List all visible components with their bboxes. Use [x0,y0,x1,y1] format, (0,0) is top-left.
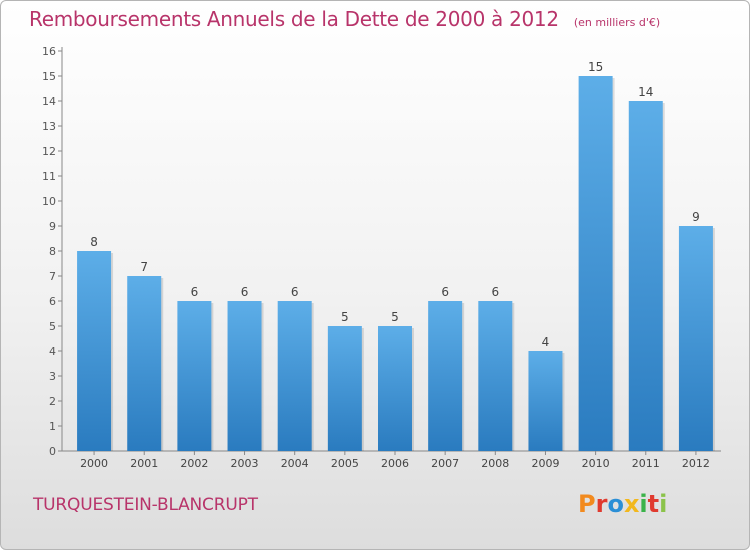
logo-letter: P [578,490,596,518]
logo-letter: o [607,490,624,518]
x-tick-label: 2006 [381,457,409,470]
y-tick-label: 8 [49,245,56,258]
y-tick-label: 1 [49,420,56,433]
x-tick-label: 2000 [80,457,108,470]
y-tick-label: 0 [49,445,56,458]
y-tick-label: 6 [49,295,56,308]
bar-value-label: 6 [491,285,499,299]
logo-letter: x [623,490,640,518]
y-tick-label: 2 [49,395,56,408]
logo-letter: r [595,490,608,518]
bar-2003 [227,301,262,451]
bar-2010 [578,76,613,451]
x-tick-label: 2004 [281,457,309,470]
y-tick-label: 9 [49,220,56,233]
bar-value-label: 4 [542,335,550,349]
bar-2000 [77,251,112,451]
x-tick-label: 2010 [582,457,610,470]
chart-title: Remboursements Annuels de la Dette de 20… [29,7,559,31]
y-tick-label: 11 [42,170,56,183]
bar-2002 [177,301,212,451]
x-tick-label: 2012 [682,457,710,470]
bar-value-label: 6 [441,285,449,299]
x-tick-label: 2002 [180,457,208,470]
bar-2011 [628,101,663,451]
bar-value-label: 14 [638,85,653,99]
y-tick-label: 4 [49,345,56,358]
x-tick-label: 2003 [231,457,259,470]
bar-2006 [378,326,412,451]
y-tick-label: 10 [42,195,56,208]
bar-value-label: 5 [391,310,399,324]
bar-2008 [478,301,513,451]
x-tick-label: 2008 [481,457,509,470]
bar-value-label: 6 [241,285,249,299]
city-name: TURQUESTEIN-BLANCRUPT [33,495,258,515]
y-tick-label: 14 [42,95,56,108]
logo-letter: t [647,490,660,518]
bar-2012 [678,226,713,451]
y-tick-label: 5 [49,320,56,333]
bar-value-label: 5 [341,310,349,324]
bar-value-label: 6 [191,285,199,299]
chart-title-row: Remboursements Annuels de la Dette de 20… [29,7,660,31]
x-tick-label: 2007 [431,457,459,470]
bar-2005 [327,326,362,451]
bar-2001 [127,276,162,451]
bar-value-label: 15 [588,60,603,74]
bar-value-label: 8 [90,235,98,249]
x-tick-label: 2005 [331,457,359,470]
bar-value-label: 7 [140,260,148,274]
y-tick-label: 15 [42,70,56,83]
bar-value-label: 9 [692,210,700,224]
y-tick-label: 3 [49,370,56,383]
chart-unit: (en milliers d'€) [573,16,661,29]
y-tick-label: 7 [49,270,56,283]
x-tick-label: 2009 [531,457,559,470]
logo-letter: i [639,490,648,518]
logo-letter: i [659,490,668,518]
proxiti-logo: Proxiti [578,490,667,518]
y-tick-label: 13 [42,120,56,133]
x-tick-label: 2001 [130,457,158,470]
bar-2009 [528,351,563,451]
y-tick-label: 16 [42,45,56,58]
bar-value-label: 6 [291,285,299,299]
bar-2007 [428,301,463,451]
bar-2004 [277,301,312,451]
x-tick-label: 2011 [632,457,660,470]
y-tick-label: 12 [42,145,56,158]
